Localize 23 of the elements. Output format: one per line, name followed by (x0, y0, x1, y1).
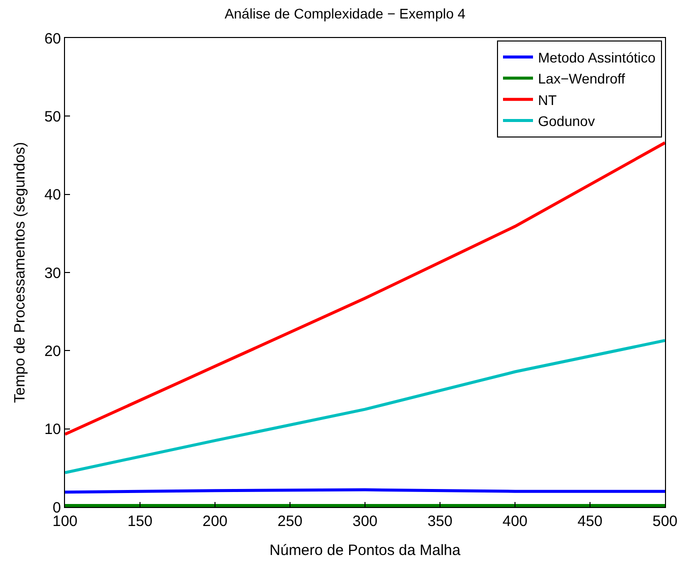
chart-title: Análise de Complexidade − Exemplo 4 (224, 5, 466, 22)
legend-label: Metodo Assintótico (538, 49, 656, 66)
y-tick-label: 50 (44, 108, 61, 126)
y-tick-label: 60 (44, 30, 61, 48)
x-axis-title: Número de Pontos da Malha (270, 542, 462, 559)
x-tick-label: 150 (127, 513, 153, 530)
x-tick-label: 500 (652, 513, 678, 530)
y-tick-label: 40 (44, 186, 61, 204)
y-axis-title: Tempo de Processamentos (segundos) (12, 142, 29, 403)
line-series (65, 141, 665, 436)
line-series (65, 339, 665, 474)
x-tick-label: 250 (277, 513, 303, 530)
legend-label: Godunov (538, 113, 595, 130)
y-tick-label: 10 (44, 421, 61, 438)
x-tick-label: 350 (427, 513, 453, 530)
x-tick-label: 200 (202, 513, 228, 530)
x-tick-label: 400 (502, 513, 528, 530)
x-tick-label: 300 (352, 513, 378, 530)
y-tick-label: 20 (44, 342, 61, 360)
legend-label: NT (538, 92, 558, 108)
y-tick-label: 30 (44, 264, 61, 282)
x-tick-label: 450 (577, 513, 603, 530)
legend-label: Lax−Wendroff (538, 70, 626, 87)
